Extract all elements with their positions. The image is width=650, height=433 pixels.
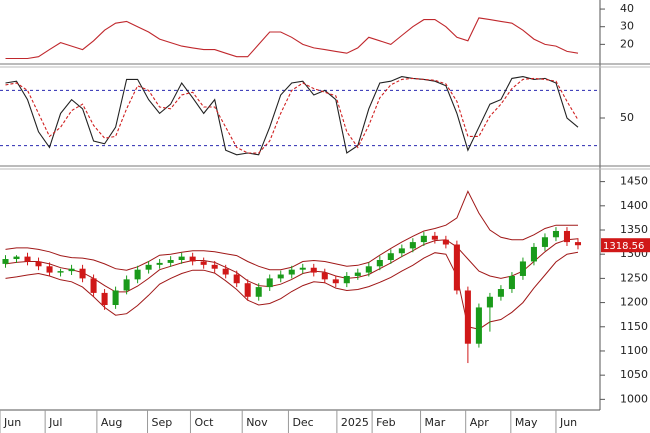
x-tick-label: Nov — [246, 416, 268, 429]
candle-body — [90, 278, 97, 293]
candle-body — [497, 289, 504, 297]
indicator-line — [5, 17, 579, 60]
candle-body — [13, 256, 20, 260]
candle-body — [530, 246, 537, 262]
candle-body — [156, 262, 163, 265]
candle-body — [310, 267, 317, 273]
candle-body — [79, 268, 86, 279]
y-tick-label: 30 — [620, 20, 634, 33]
candle-body — [277, 274, 284, 279]
bollinger-band — [5, 251, 579, 330]
y-tick-label: 1000 — [620, 392, 648, 405]
bollinger-band — [5, 238, 579, 293]
candle-body — [420, 235, 427, 243]
candle-body — [409, 242, 416, 249]
x-tick-label: Dec — [292, 416, 313, 429]
x-tick-label: Sep — [152, 416, 173, 429]
candle-body — [508, 275, 515, 290]
candle-body — [101, 292, 108, 305]
x-tick-label: May — [515, 416, 538, 429]
candle-body — [299, 267, 306, 270]
candle-body — [2, 259, 9, 264]
candle-body — [68, 268, 75, 272]
candle-body — [35, 261, 42, 267]
x-tick-label: Apr — [470, 416, 490, 429]
candle-body — [24, 256, 31, 262]
candle-body — [233, 274, 240, 284]
y-tick-label: 1350 — [620, 223, 648, 236]
candle-body — [431, 235, 438, 240]
candle-body — [167, 260, 174, 263]
candle-body — [541, 237, 548, 247]
candle-body — [453, 244, 460, 291]
x-tick-label: 2025 — [341, 416, 369, 429]
last-price-label: 1318.56 — [603, 241, 644, 252]
candle-body — [398, 248, 405, 254]
candle-body — [354, 272, 361, 276]
candle-body — [442, 239, 449, 245]
candle-body — [46, 266, 53, 273]
indicator-line — [5, 77, 579, 154]
candle-body — [222, 268, 229, 275]
candle-body — [112, 290, 119, 305]
y-tick-label: 1450 — [620, 175, 648, 188]
y-tick-label: 1200 — [620, 296, 648, 309]
y-tick-label: 20 — [620, 37, 634, 50]
candle-body — [552, 230, 559, 238]
candle-body — [387, 253, 394, 260]
y-tick-label: 1100 — [620, 344, 648, 357]
y-tick-label: 1150 — [620, 320, 648, 333]
last-price-tag — [601, 238, 650, 253]
y-tick-label: 50 — [620, 111, 634, 124]
candle-body — [134, 269, 141, 280]
candle-body — [519, 261, 526, 276]
candle-body — [266, 278, 273, 288]
indicator-line — [5, 76, 579, 156]
candle-body — [464, 290, 471, 344]
candle-body — [563, 230, 570, 243]
candle-body — [376, 260, 383, 267]
candle-body — [211, 264, 218, 269]
y-tick-label: 40 — [620, 2, 634, 15]
candle-body — [178, 256, 185, 260]
candle-body — [145, 264, 152, 270]
y-tick-label: 1050 — [620, 368, 648, 381]
candle-body — [123, 279, 130, 291]
candle-body — [200, 261, 207, 265]
candle-body — [255, 287, 262, 297]
x-tick-label: Mar — [425, 416, 446, 429]
y-tick-label: 1400 — [620, 199, 648, 212]
candle-body — [332, 279, 339, 284]
x-tick-label: Jul — [48, 416, 62, 429]
candle-body — [343, 275, 350, 284]
x-tick-label: Jun — [3, 416, 21, 429]
x-tick-label: Oct — [194, 416, 214, 429]
x-tick-label: Jun — [559, 416, 577, 429]
candle-body — [244, 283, 251, 297]
candle-body — [486, 296, 493, 308]
candle-body — [57, 271, 64, 273]
candle-body — [574, 242, 582, 246]
candle-body — [321, 272, 328, 280]
candle-body — [365, 266, 372, 273]
y-tick-label: 1250 — [620, 271, 648, 284]
candle-body — [475, 307, 482, 344]
candle-body — [189, 256, 196, 262]
x-tick-label: Aug — [101, 416, 122, 429]
x-tick-label: Feb — [376, 416, 395, 429]
candle-body — [288, 269, 295, 275]
